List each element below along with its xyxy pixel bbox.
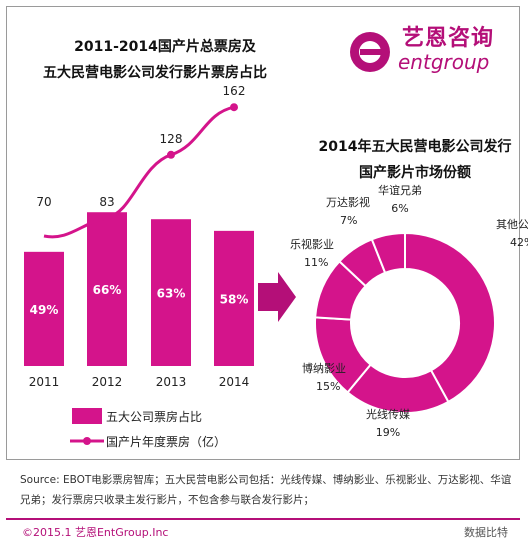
right-chart-title-line2: 国产影片市场份额 (359, 165, 471, 181)
logo-subtext: entgroup (398, 50, 490, 74)
line-point-2012 (103, 213, 111, 222)
donut-label-name-2: 博纳影业 (302, 362, 346, 375)
bar-label-2012: 66% (93, 283, 122, 297)
legend-label-share: 五大公司票房占比 (106, 409, 202, 424)
line-point-2013 (167, 150, 175, 159)
bar-2014 (214, 230, 254, 366)
line-label-2011: 70 (36, 195, 51, 209)
line-label-2014: 162 (223, 84, 246, 98)
legend-marker-box-office (83, 437, 91, 445)
donut-label-value-2: 15% (316, 380, 340, 393)
source-note: Source: EBOT电影票房智库；五大民营电影公司包括：光线传媒、博纳影业、… (20, 474, 512, 506)
watermark: 数据比特 (464, 526, 508, 539)
bar-label-2013: 63% (157, 287, 186, 301)
left-chart-title-line1: 2011-2014国产片总票房及 (74, 39, 256, 55)
logo-mark-icon (350, 32, 390, 72)
donut-label-name-1: 光线传媒 (366, 407, 410, 421)
x-tick-2014: 2014 (219, 375, 250, 389)
x-tick-2011: 2011 (29, 375, 60, 389)
left-chart-title-line2: 五大民营电影公司发行影片票房占比 (43, 65, 267, 81)
x-tick-2012: 2012 (92, 375, 123, 389)
donut-label-name-0: 其他公司 (496, 218, 528, 231)
line-point-2014 (230, 103, 238, 112)
right-chart-title-line1: 2014年五大民营电影公司发行 (318, 139, 512, 155)
donut-label-value-4: 7% (340, 214, 357, 227)
donut-label-value-5: 6% (391, 202, 408, 215)
bar-2011 (24, 251, 64, 366)
line-label-2013: 128 (160, 132, 183, 146)
box-office-line (43, 105, 235, 239)
donut-label-name-5: 华谊兄弟 (378, 183, 422, 197)
line-label-2012: 83 (99, 195, 114, 209)
legend-label-box-office: 国产片年度票房（亿） (106, 434, 226, 449)
donut-slice-5 (370, 231, 406, 275)
bar-label-2011: 49% (30, 303, 59, 317)
bar-label-2014: 58% (220, 292, 249, 306)
legend-swatch-share (72, 408, 102, 424)
donut-label-name-3: 乐视影业 (290, 237, 334, 251)
chart-frame (6, 6, 520, 460)
donut-label-value-0: 42% (510, 236, 528, 249)
arrow-icon (258, 272, 296, 322)
bar-2012 (87, 212, 127, 366)
bar-2013 (151, 219, 191, 366)
copyright: ©2015.1 艺恩EntGroup.Inc (22, 526, 169, 539)
donut-slice-0 (404, 231, 496, 404)
x-tick-2013: 2013 (156, 375, 187, 389)
logo-text: 艺恩咨询 (402, 26, 495, 51)
footer-divider (6, 518, 520, 520)
donut-label-value-3: 11% (304, 256, 328, 269)
donut-label-name-4: 万达影视 (326, 195, 370, 209)
donut-label-value-1: 19% (376, 426, 400, 439)
